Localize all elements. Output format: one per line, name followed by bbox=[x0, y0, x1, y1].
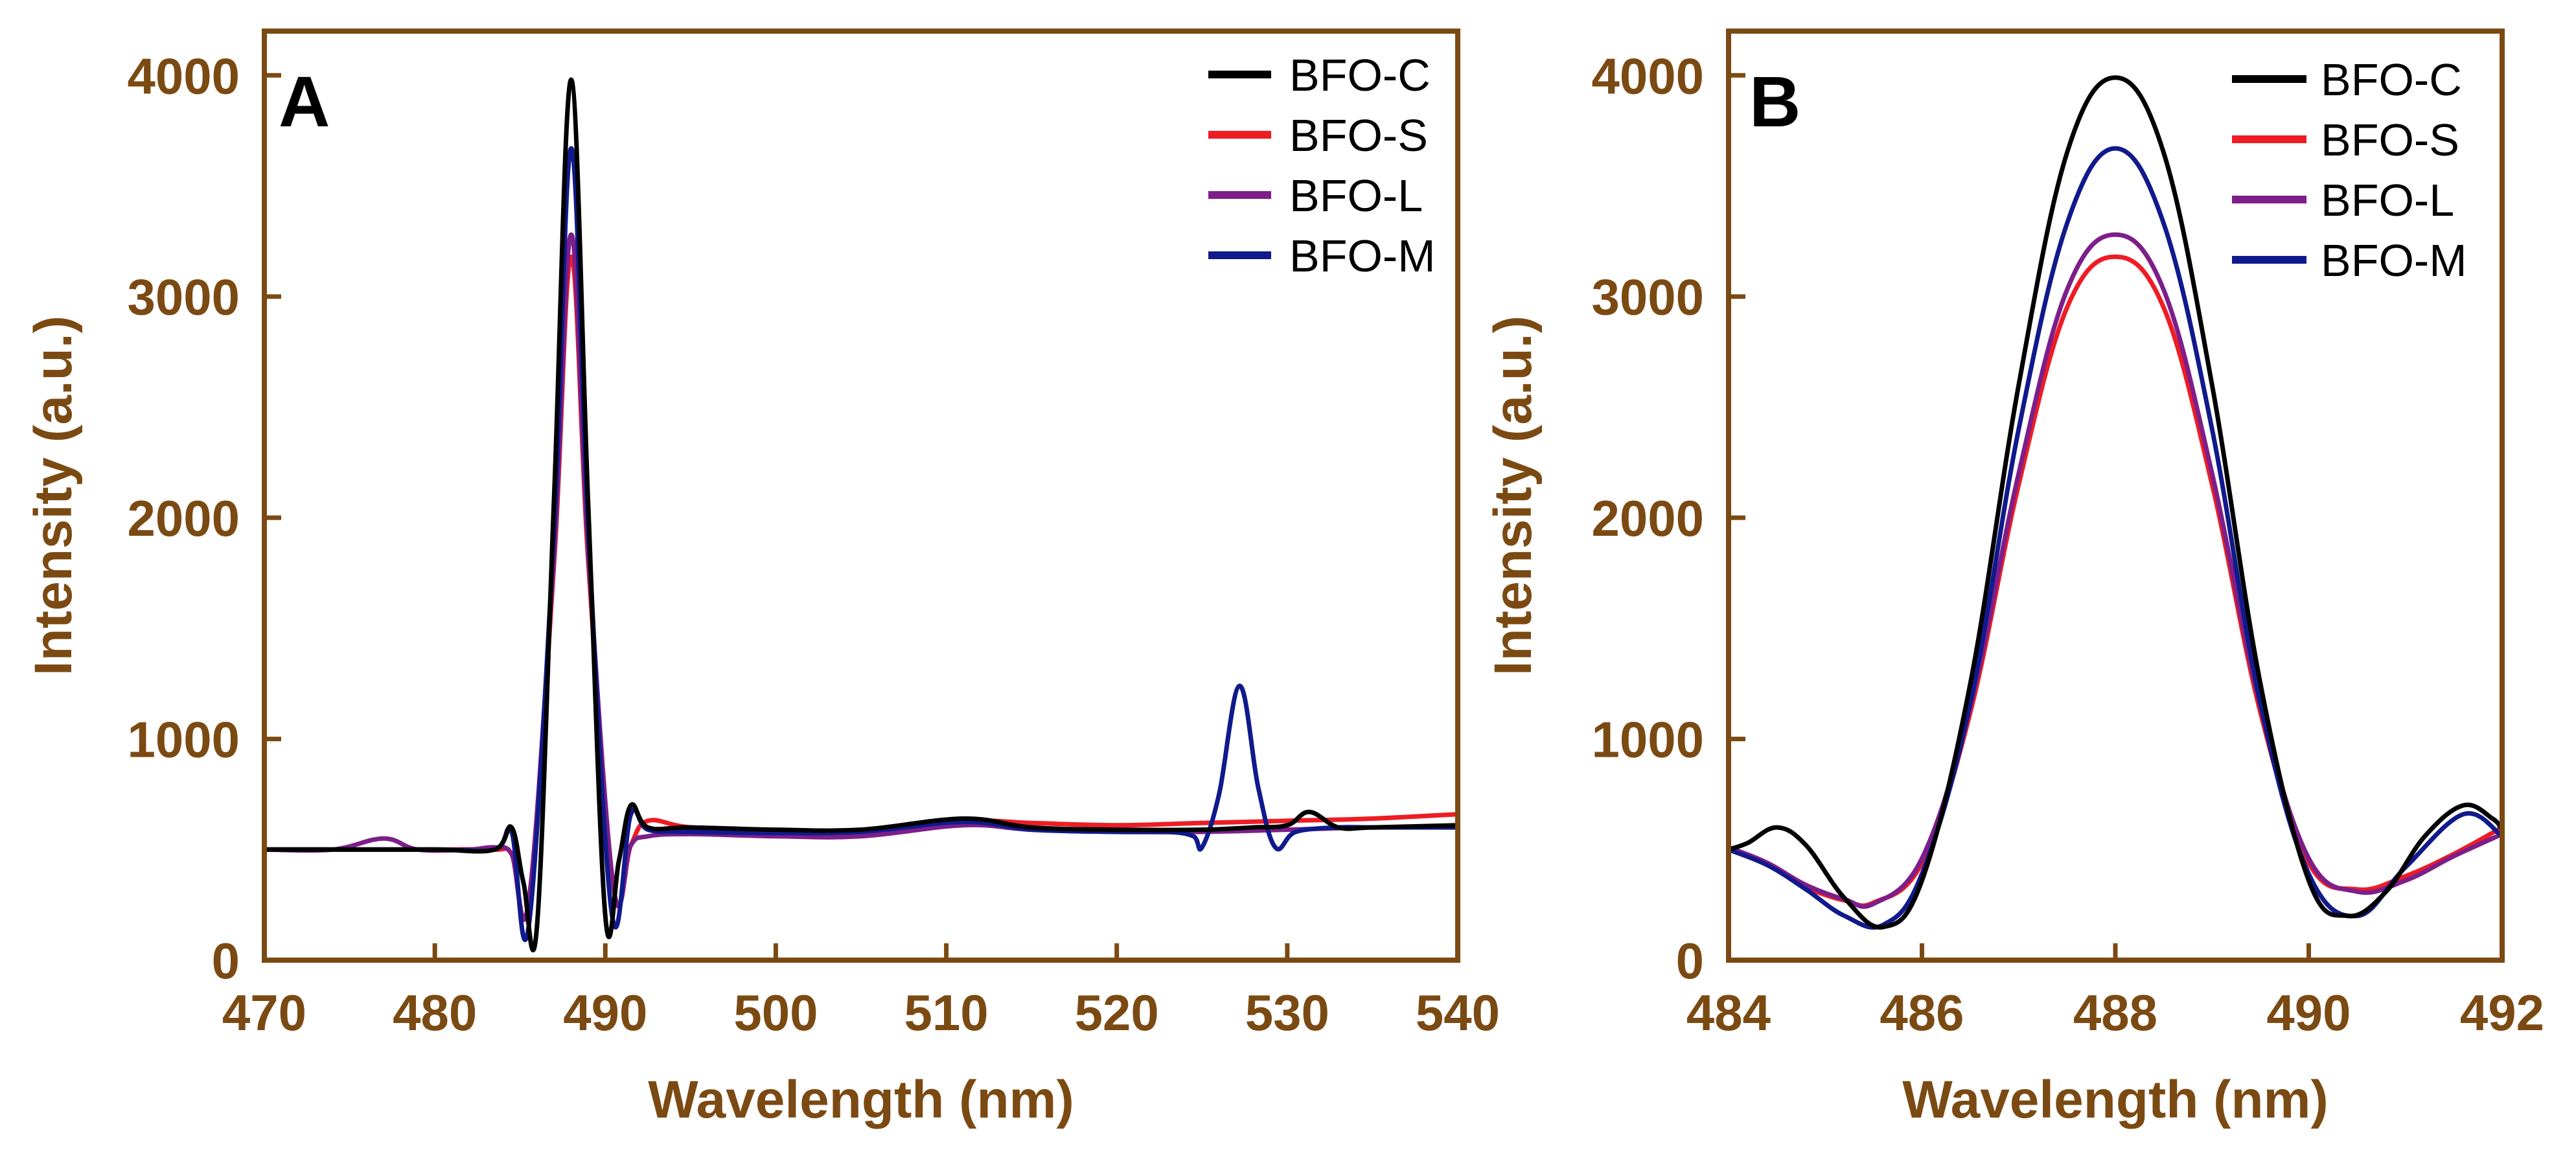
x-axis-title-b: Wavelength (nm) bbox=[1902, 1070, 2329, 1129]
chart-panel-a: 470 480 490 500 510 520 530 540 0 1000 2000 3000 400… bbox=[24, 29, 1500, 1129]
x-tick-label-484: 484 bbox=[1686, 984, 1771, 1041]
y-tick-label-0: 0 bbox=[212, 932, 240, 989]
x-tick-label-490: 490 bbox=[2266, 984, 2351, 1041]
x-axis-title-a: Wavelength (nm) bbox=[648, 1070, 1074, 1129]
legend-b: BFO-C BFO-S BFO-L BFO-M bbox=[2232, 54, 2467, 286]
x-tick-label-488: 488 bbox=[2073, 984, 2157, 1041]
y-tick-label-2000: 2000 bbox=[127, 490, 240, 547]
panel-label-a: A bbox=[279, 62, 330, 142]
legend-label-bfo-l: BFO-L bbox=[2321, 175, 2454, 225]
x-tick-label-530: 530 bbox=[1245, 984, 1329, 1041]
legend-label-bfo-s: BFO-S bbox=[1289, 110, 1428, 161]
series-group-a bbox=[264, 77, 1458, 952]
series-group-b bbox=[1729, 75, 2502, 930]
y-tick-label-2000: 2000 bbox=[1591, 490, 1704, 547]
plot-frame-b bbox=[1726, 29, 2505, 963]
x-tick-label-490: 490 bbox=[563, 984, 647, 1041]
y-tick-label-3000: 3000 bbox=[1591, 269, 1704, 326]
series-line-bfo-m bbox=[264, 146, 1458, 943]
legend-a: BFO-C BFO-S BFO-L BFO-M bbox=[1208, 50, 1436, 281]
legend-label-bfo-c: BFO-C bbox=[1289, 50, 1431, 100]
x-tick-label-500: 500 bbox=[733, 984, 818, 1041]
legend-label-bfo-l: BFO-L bbox=[1289, 170, 1423, 221]
series-line-bfo-s bbox=[264, 254, 1458, 921]
x-tick-label-540: 540 bbox=[1416, 984, 1500, 1041]
x-tick-label-480: 480 bbox=[393, 984, 477, 1041]
x-tick-label-470: 470 bbox=[222, 984, 306, 1041]
chart-panel-b: 484 486 488 490 492 0 1000 2000 3000 4000 Waveleng… bbox=[1484, 29, 2544, 1129]
series-line-bfo-c bbox=[264, 77, 1458, 952]
x-tick-label-486: 486 bbox=[1880, 984, 1964, 1041]
panel-label-b: B bbox=[1749, 62, 1800, 142]
x-tick-label-492: 492 bbox=[2460, 984, 2544, 1041]
y-axis-title-a: Intensity (a.u.) bbox=[24, 316, 83, 676]
y-tick-label-4000: 4000 bbox=[1591, 47, 1704, 104]
legend-label-bfo-s: BFO-S bbox=[2321, 115, 2459, 165]
series-line-bfo-c bbox=[1729, 75, 2502, 930]
x-tick-label-520: 520 bbox=[1075, 984, 1159, 1041]
series-line-bfo-l bbox=[264, 232, 1458, 922]
x-tick-label-510: 510 bbox=[904, 984, 989, 1041]
y-axis-title-b: Intensity (a.u.) bbox=[1484, 316, 1543, 676]
y-tick-label-3000: 3000 bbox=[127, 269, 240, 326]
y-tick-label-1000: 1000 bbox=[127, 711, 240, 768]
y-tick-label-4000: 4000 bbox=[127, 47, 240, 104]
legend-label-bfo-m: BFO-M bbox=[1289, 231, 1436, 281]
plot-frame-a bbox=[262, 29, 1460, 963]
y-tick-label-0: 0 bbox=[1676, 932, 1704, 989]
series-line-bfo-s bbox=[1729, 254, 2502, 908]
legend-label-bfo-m: BFO-M bbox=[2321, 235, 2467, 286]
series-line-bfo-l bbox=[1729, 232, 2502, 909]
y-tick-label-1000: 1000 bbox=[1591, 711, 1704, 768]
legend-label-bfo-c: BFO-C bbox=[2321, 54, 2462, 105]
